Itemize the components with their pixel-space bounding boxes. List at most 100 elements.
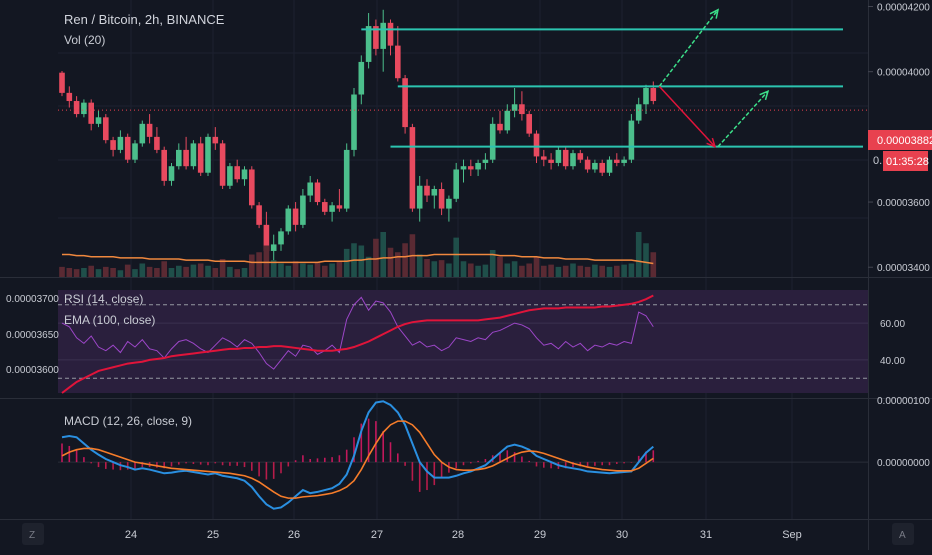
rsi-group (58, 294, 868, 394)
candle-48 (409, 123, 416, 212)
volume-bar-20 (205, 265, 211, 277)
candle-body-72 (584, 159, 591, 170)
countdown-badge (883, 151, 928, 171)
candle-body-64 (526, 114, 532, 134)
candle-body-5 (95, 117, 102, 124)
time-label-0: 24 (125, 529, 137, 541)
macd-axis: 0.00000100 0.00000000 (877, 396, 930, 469)
volume-bar-27 (256, 252, 262, 277)
volume-bar-78 (628, 263, 635, 277)
candle-58 (482, 153, 489, 170)
volume-bar-54 (453, 237, 459, 277)
candle-body-51 (431, 189, 438, 196)
projection-up-arrow (658, 8, 720, 87)
candle-body-29 (270, 244, 277, 251)
candle-20 (205, 133, 211, 176)
volume-bar-51 (431, 261, 438, 277)
candle-body-52 (438, 189, 445, 209)
candle-body-20 (205, 136, 211, 173)
volume-bar-81 (650, 252, 657, 277)
candle-72 (584, 156, 591, 173)
rsi-line (61, 296, 654, 370)
time-label-6: 30 (616, 529, 628, 541)
zoom-button-label: Z (29, 530, 35, 541)
volume-ma-line (62, 253, 654, 265)
time-label-5: 29 (534, 529, 546, 541)
candle-body-66 (541, 156, 547, 160)
volume-bar-65 (533, 256, 540, 277)
candle-64 (526, 110, 532, 137)
volume-bar-21 (212, 268, 219, 277)
candle-4 (88, 99, 94, 131)
volume-bar-8 (117, 270, 124, 277)
candle-80 (643, 84, 649, 115)
volume-bar-47 (402, 243, 408, 277)
volume-bar-70 (570, 263, 576, 277)
candle-47 (402, 74, 408, 134)
volume-bar-45 (387, 247, 394, 277)
candle-body-42 (365, 26, 372, 62)
projection-down-arrow-head (706, 137, 717, 148)
volume-bar-37 (329, 263, 335, 277)
candle-17 (183, 136, 189, 170)
candle-26 (249, 166, 255, 209)
candle-body-57 (475, 162, 481, 170)
volume-bar-5 (95, 269, 102, 277)
volume-bar-23 (227, 266, 233, 277)
candle-body-23 (227, 166, 233, 186)
candle-body-7 (110, 140, 116, 150)
time-label-3: 27 (371, 529, 383, 541)
time-label-4: 28 (452, 529, 464, 541)
candle-body-33 (300, 195, 306, 225)
candle-body-24 (234, 166, 240, 180)
candle-body-19 (197, 143, 204, 173)
candle-52 (438, 182, 445, 216)
volume-bar-73 (592, 264, 598, 277)
volume-bar-79 (635, 232, 642, 277)
candle-66 (541, 149, 547, 167)
candle-body-43 (373, 26, 379, 49)
candle-body-10 (132, 143, 138, 160)
candle-55 (460, 159, 467, 183)
candle-31 (285, 205, 292, 235)
candle-25 (241, 166, 248, 186)
rsi-tick-label-1: 40.00 (880, 356, 905, 367)
candle-body-21 (212, 136, 219, 144)
candle-34 (307, 175, 313, 203)
volume-bar-18 (190, 264, 197, 277)
candle-73 (592, 159, 598, 173)
candle-body-61 (504, 110, 511, 131)
macd-tick-label-1: 0.00000000 (877, 458, 930, 469)
candle-21 (212, 127, 219, 150)
candle-33 (300, 189, 306, 229)
candle-40 (351, 87, 357, 157)
volume-bar-24 (234, 269, 240, 277)
volume-bar-9 (124, 264, 131, 277)
volume-bar-62 (511, 261, 518, 277)
candle-32 (292, 202, 299, 232)
volume-bar-76 (614, 265, 620, 277)
candle-body-65 (533, 133, 540, 157)
candle-body-2 (73, 101, 80, 115)
time-label-7: 31 (700, 529, 712, 541)
candle-1 (66, 86, 73, 108)
candle-75 (606, 156, 613, 176)
zoom-button[interactable] (22, 523, 44, 545)
volume-bar-31 (285, 265, 292, 277)
candle-body-35 (314, 182, 321, 203)
projection-up-arrow-head (709, 8, 720, 19)
countdown-prefix: 0. (873, 155, 882, 167)
candle-body-50 (424, 185, 430, 196)
volume-bar-44 (380, 232, 386, 277)
volume-bar-10 (132, 269, 138, 277)
volume-bar-35 (314, 262, 321, 277)
candle-body-44 (380, 22, 386, 49)
candle-body-48 (409, 127, 416, 209)
candle-30 (278, 228, 284, 251)
auto-scale-button[interactable] (892, 523, 914, 545)
candle-body-25 (241, 169, 248, 180)
volume-bar-12 (146, 266, 153, 277)
candle-body-39 (343, 149, 350, 209)
candle-body-67 (548, 159, 554, 163)
candle-38 (336, 189, 343, 212)
